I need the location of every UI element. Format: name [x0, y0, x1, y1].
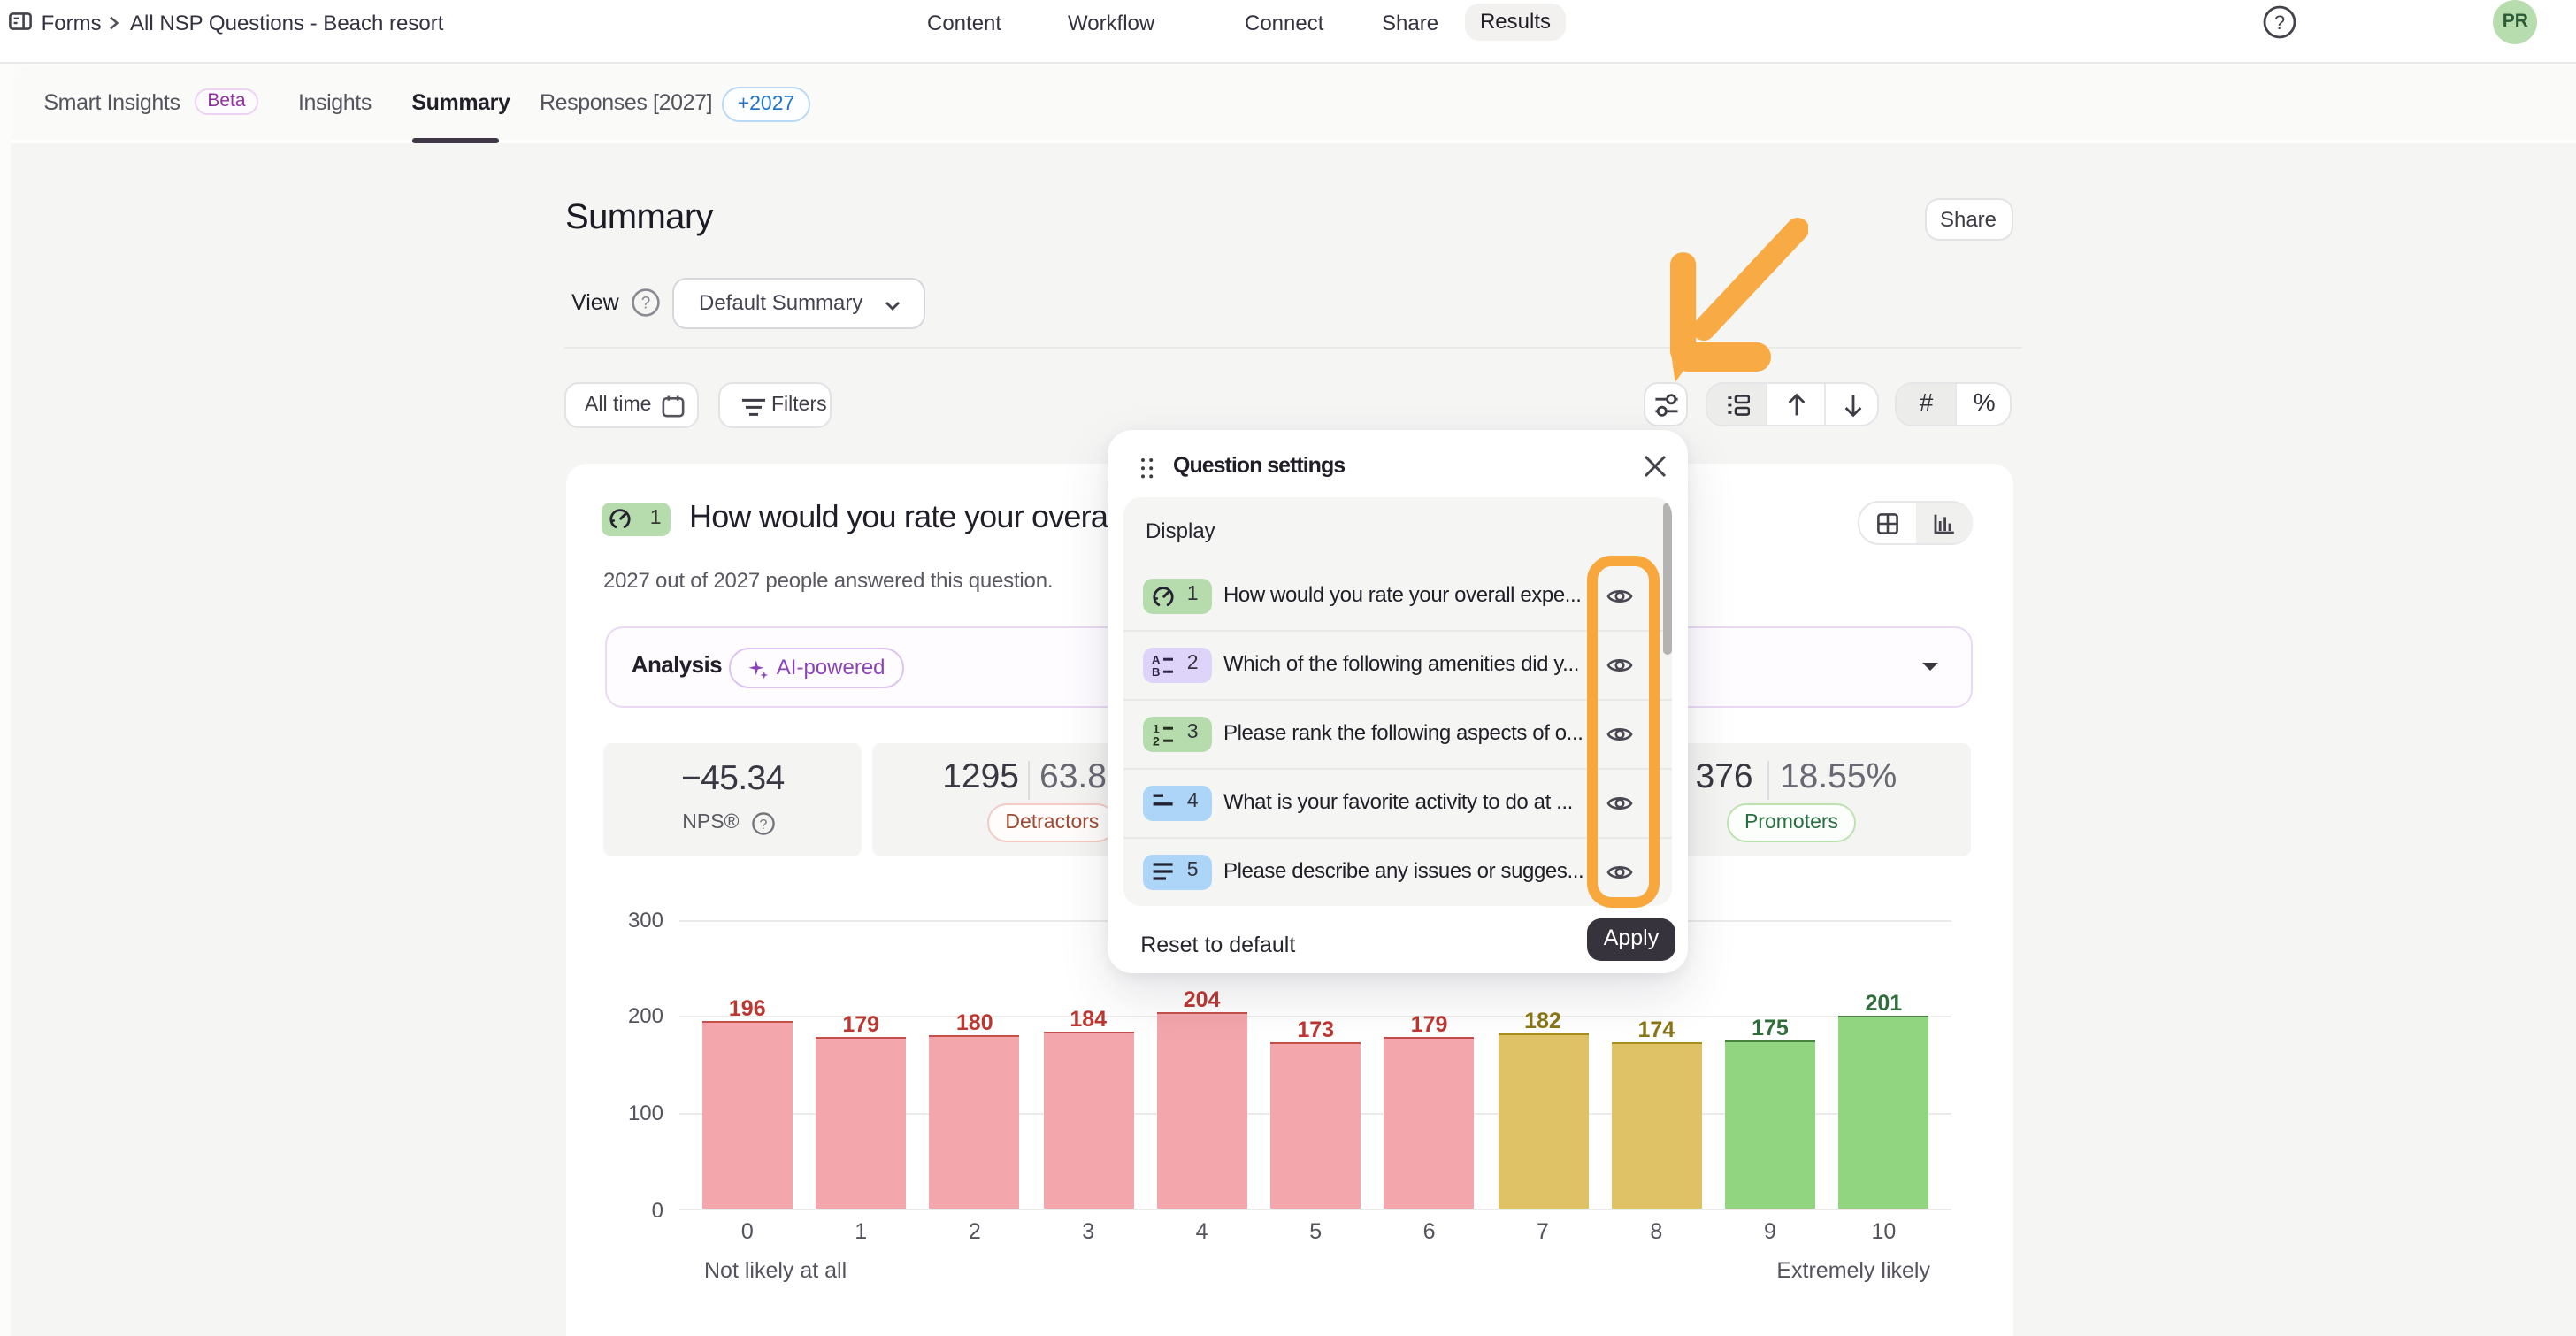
svg-text:?: ?	[759, 818, 767, 833]
svg-text:?: ?	[641, 295, 651, 313]
svg-text:B: B	[1152, 665, 1160, 678]
svg-text:A: A	[1152, 653, 1161, 666]
svg-text:?: ?	[2274, 12, 2285, 34]
svg-text:2: 2	[1153, 733, 1160, 747]
svg-text:1: 1	[1153, 722, 1160, 735]
